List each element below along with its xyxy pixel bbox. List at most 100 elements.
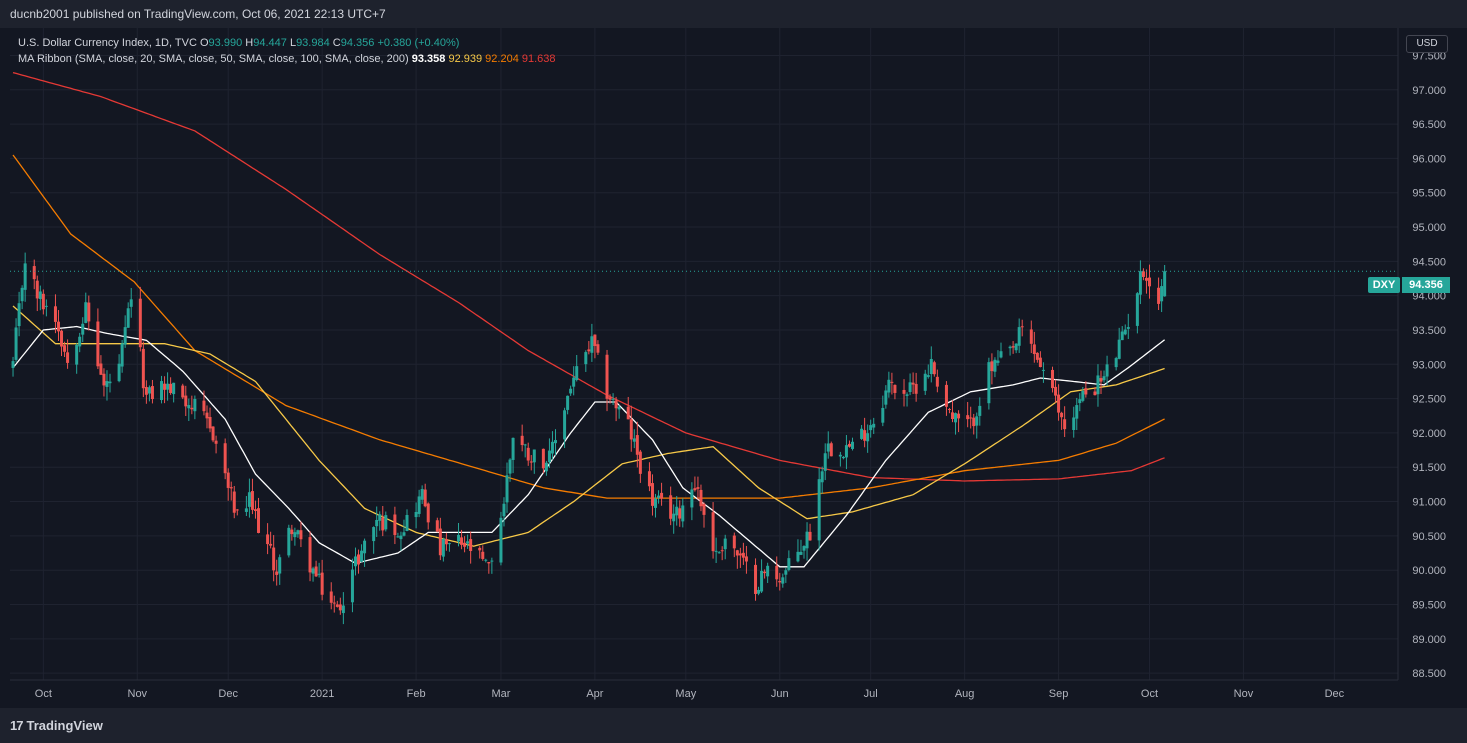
candle-body: [441, 538, 445, 557]
candle-body: [802, 546, 806, 551]
candle-body: [775, 565, 779, 580]
candle-body: [226, 472, 230, 488]
candle-body: [1035, 352, 1039, 360]
candle: [866, 424, 870, 453]
candle-body: [720, 550, 724, 552]
candle: [1126, 313, 1130, 339]
candle: [357, 549, 361, 574]
candle-body: [1117, 339, 1121, 359]
candle: [732, 532, 736, 558]
ma-legend-row[interactable]: MA Ribbon (SMA, close, 20, SMA, close, 5…: [18, 51, 556, 67]
candle-body: [1126, 327, 1130, 329]
symbol-legend-row[interactable]: U.S. Dollar Currency Index, 1D, TVC O93.…: [18, 35, 556, 51]
candle: [766, 562, 770, 583]
candle: [1135, 292, 1139, 334]
candle-body: [163, 383, 167, 390]
candle: [1096, 364, 1100, 407]
candle: [257, 497, 261, 534]
candle: [566, 395, 570, 415]
candle: [572, 366, 576, 396]
candle-body: [866, 433, 870, 442]
candle: [278, 554, 282, 585]
low-key: L: [289, 37, 297, 49]
moving-average-ribbon: [12, 71, 1166, 568]
candle: [702, 502, 706, 528]
candle-body: [590, 336, 594, 353]
y-tick-label: 92.500: [1412, 394, 1446, 406]
candle: [657, 490, 661, 504]
candle: [275, 559, 279, 586]
candle-body: [738, 553, 742, 556]
candle-body: [778, 580, 782, 583]
candle-body: [32, 266, 36, 280]
candle-body: [566, 395, 570, 410]
candle: [1157, 277, 1161, 310]
candle: [805, 522, 809, 561]
candle: [966, 401, 970, 428]
candle-body: [954, 413, 958, 423]
candle: [414, 502, 418, 529]
candle-body: [329, 591, 333, 603]
candle: [1138, 260, 1142, 305]
candle: [244, 496, 248, 517]
candle: [360, 544, 364, 563]
candle: [1011, 341, 1015, 354]
candle-body: [554, 440, 558, 444]
candle-body: [1144, 277, 1148, 281]
candle: [253, 500, 257, 519]
candle-body: [523, 444, 527, 446]
candle-body: [487, 562, 491, 564]
candle: [266, 523, 270, 555]
candle: [393, 506, 397, 545]
candle-body: [332, 602, 336, 604]
candle: [332, 595, 336, 613]
candle-body: [508, 459, 512, 474]
candle-body: [56, 321, 60, 332]
y-tick-label: 88.500: [1412, 668, 1446, 680]
candle-body: [193, 398, 197, 412]
x-tick-label: Feb: [407, 688, 426, 700]
ma-ribbon-label: MA Ribbon (SMA, close, 20, SMA, close, 5…: [18, 53, 409, 65]
candle-body: [650, 483, 654, 506]
candle: [1017, 318, 1021, 353]
candle-body: [120, 343, 124, 367]
price-chart[interactable]: 88.500 89.000 89.500 90.000 90.500 91.000 91.5…: [0, 28, 1467, 708]
candle-body: [41, 293, 45, 310]
candle: [441, 537, 445, 562]
candle: [902, 379, 906, 407]
y-tick-label: 90.000: [1412, 565, 1446, 577]
candle: [869, 419, 873, 438]
candle-body: [741, 552, 745, 558]
candle: [187, 398, 191, 421]
y-tick-label: 95.500: [1412, 188, 1446, 200]
candle-body: [66, 352, 70, 363]
candle: [944, 381, 948, 416]
candle-body: [1063, 419, 1067, 430]
tradingview-logo[interactable]: 17 TradingView: [10, 718, 103, 733]
candle-body: [1120, 331, 1124, 341]
candle-body: [550, 441, 554, 454]
candle-body: [605, 354, 609, 399]
candle: [1072, 406, 1076, 438]
candle: [150, 379, 154, 404]
candle: [1144, 269, 1148, 294]
candle: [311, 566, 315, 582]
candle: [1117, 327, 1121, 360]
candle: [320, 559, 324, 601]
candle: [893, 384, 897, 400]
x-tick-label: Nov: [128, 688, 148, 700]
candle-body: [1041, 369, 1045, 371]
candle-body: [635, 435, 639, 455]
candle: [299, 521, 303, 548]
candle-body: [247, 492, 251, 507]
candle: [290, 524, 294, 541]
x-tick-label: Aug: [955, 688, 975, 700]
candle-body: [547, 450, 551, 463]
candle-body: [808, 531, 812, 541]
currency-button[interactable]: USD: [1406, 35, 1448, 53]
candle: [660, 482, 664, 506]
candle-body: [569, 388, 573, 394]
candle: [711, 502, 715, 559]
candle-body: [881, 407, 885, 423]
candle: [269, 531, 273, 549]
